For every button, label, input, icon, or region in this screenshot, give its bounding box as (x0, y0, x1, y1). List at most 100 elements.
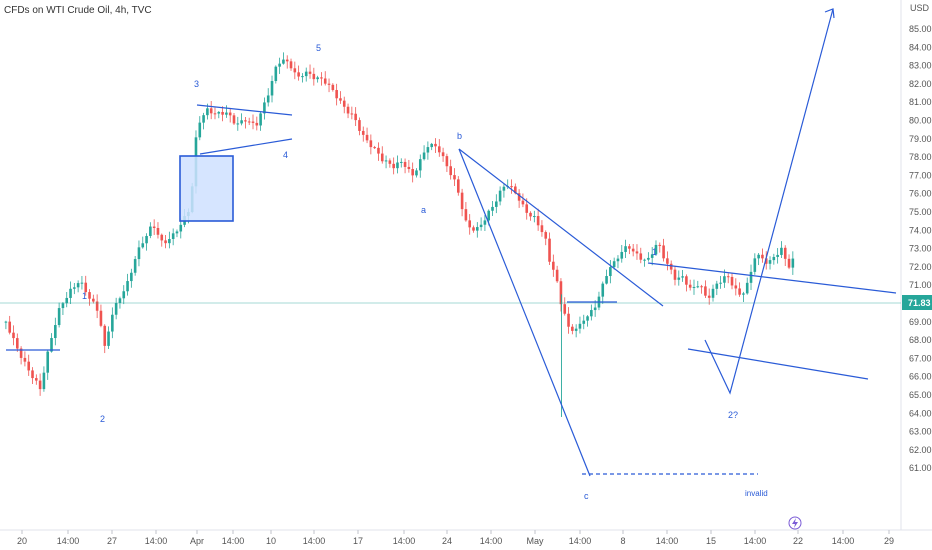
drawing-projection-path[interactable] (704, 8, 834, 395)
x-tick-label: 14:00 (832, 536, 855, 546)
candle (198, 116, 202, 141)
candle (635, 244, 639, 260)
candle (415, 168, 418, 178)
candle (403, 158, 407, 174)
candle (65, 292, 69, 308)
candle (540, 220, 544, 237)
candle (738, 282, 741, 297)
candle (616, 255, 620, 269)
candle (266, 88, 270, 107)
wave-label-2: 2 (100, 414, 105, 424)
last-price-badge (902, 295, 932, 310)
candle (152, 219, 156, 235)
y-tick-label: 67.00 (909, 353, 932, 363)
lightning-icon[interactable] (788, 516, 802, 530)
drawing-wedge-bottom[interactable] (687, 348, 869, 380)
candle (278, 57, 281, 74)
candle (213, 107, 217, 120)
y-tick-label: 69.00 (909, 317, 932, 327)
drawing-wedge-top[interactable] (647, 262, 897, 294)
candle (327, 78, 331, 93)
candle (244, 116, 247, 129)
candle (54, 317, 57, 346)
candle (301, 73, 304, 83)
candle (274, 65, 278, 84)
candle (495, 194, 498, 214)
y-tick-label: 74.00 (909, 225, 932, 235)
candle (270, 75, 274, 103)
candle (567, 307, 570, 334)
candle (745, 277, 749, 295)
candle (263, 97, 266, 120)
candle (130, 268, 133, 288)
candle (449, 159, 452, 180)
candle (168, 231, 171, 249)
drawing-triangle-top[interactable] (196, 104, 293, 116)
candle (681, 270, 684, 282)
candle (620, 244, 624, 263)
candle (707, 288, 711, 305)
candle (704, 280, 707, 298)
y-tick-label: 84.00 (909, 42, 932, 52)
candle (407, 159, 411, 173)
candle (411, 162, 414, 183)
candle (141, 236, 145, 249)
wave-label-3: 3 (194, 79, 199, 89)
chart-title: CFDs on WTI Crude Oil, 4h, TVC (4, 5, 152, 16)
drawing-channel-top[interactable] (458, 148, 664, 307)
candle (80, 275, 84, 290)
candle (251, 114, 255, 130)
candle (491, 200, 494, 216)
drawing-channel-bottom[interactable] (458, 148, 591, 477)
candle (289, 58, 293, 71)
candle (145, 233, 148, 251)
candle (350, 106, 354, 120)
candle (517, 189, 521, 208)
candle (658, 242, 662, 253)
candle (430, 142, 433, 151)
candle (612, 257, 616, 270)
candle (753, 253, 757, 275)
candle (175, 229, 179, 238)
candle (536, 208, 540, 231)
candle (221, 106, 224, 122)
candle (476, 222, 479, 238)
candle (149, 222, 152, 239)
candle (335, 83, 338, 106)
drawing-triangle-bottom[interactable] (199, 138, 293, 155)
candle (544, 230, 548, 246)
candle (605, 269, 608, 285)
candle (126, 273, 129, 296)
candle (342, 96, 346, 114)
y-tick-label: 64.00 (909, 408, 932, 418)
y-tick-label: 71.00 (909, 280, 932, 290)
candle (502, 183, 506, 198)
drawing-target-box[interactable] (179, 155, 234, 222)
drawing-arrow-head[interactable] (824, 8, 835, 19)
candle (764, 251, 768, 270)
wave-label-new-1: 1 (652, 247, 657, 257)
y-tick-label: 61.00 (909, 463, 932, 473)
candle (692, 279, 696, 295)
candle (331, 83, 335, 92)
currency-label: USD (910, 3, 930, 13)
candle (601, 281, 605, 304)
y-tick-label: 73.00 (909, 244, 932, 254)
candle (529, 211, 532, 221)
candle (590, 304, 593, 321)
candle (369, 134, 373, 155)
candle (666, 251, 669, 271)
x-tick-label: 14:00 (145, 536, 168, 546)
candle (609, 260, 612, 284)
candle (654, 240, 658, 256)
x-tick-label: 10 (266, 536, 276, 546)
candle (297, 65, 300, 81)
candle (521, 193, 525, 208)
candle (631, 243, 635, 257)
candle (396, 155, 399, 174)
candle (441, 147, 445, 162)
candle (688, 279, 692, 291)
candle (247, 117, 251, 126)
